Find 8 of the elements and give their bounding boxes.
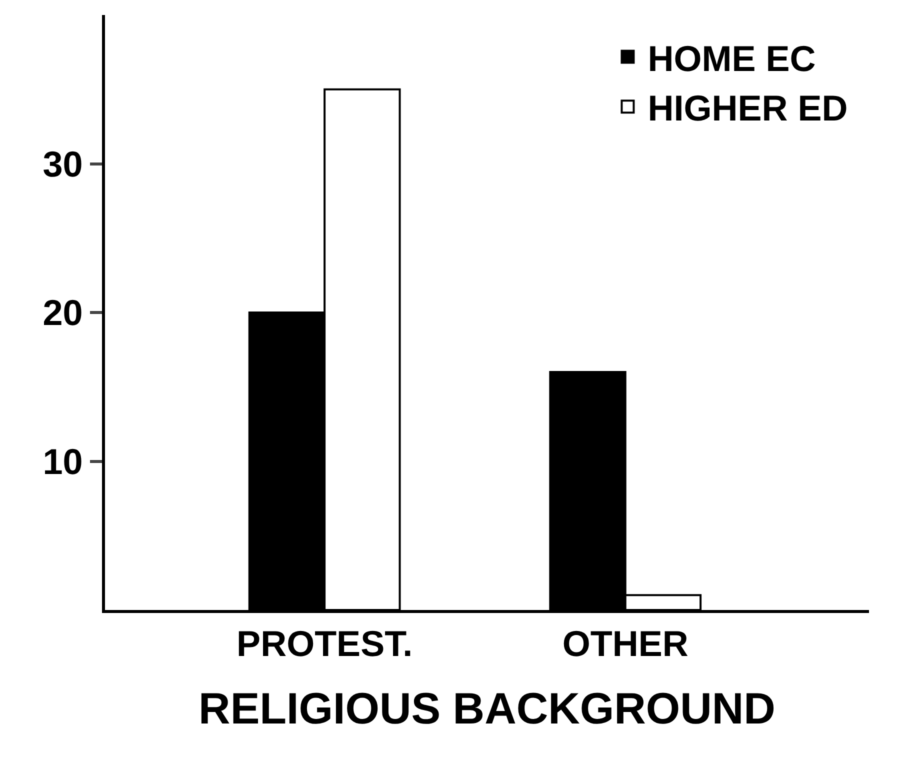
x-tick-label: PROTEST. bbox=[236, 623, 413, 664]
x-axis-title: RELIGIOUS BACKGROUND bbox=[198, 684, 776, 734]
y-tick-label: 20 bbox=[42, 292, 83, 334]
y-tick-label: 10 bbox=[42, 440, 83, 482]
y-tick-label: 30 bbox=[42, 143, 83, 184]
legend-label: HOME EC bbox=[648, 38, 816, 79]
x-tick-label: OTHER bbox=[562, 623, 688, 664]
legend-label: HIGHER ED bbox=[648, 88, 848, 129]
